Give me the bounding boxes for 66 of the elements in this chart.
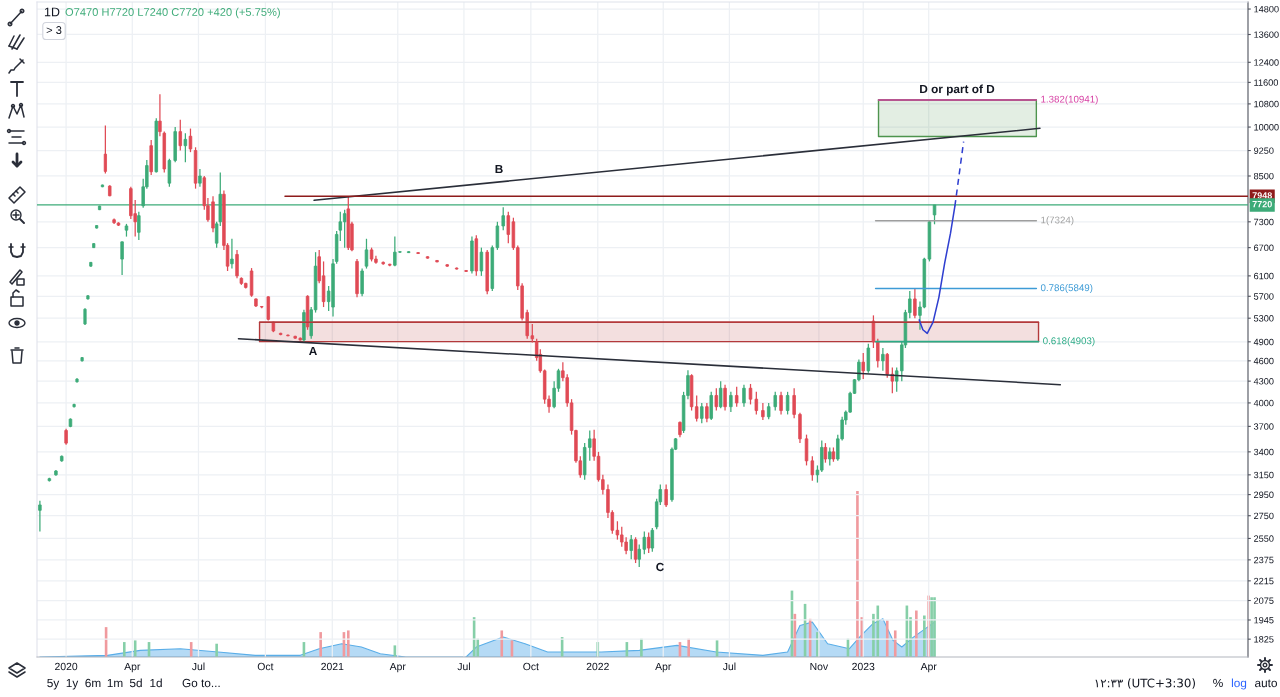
ref-line-label: 7720: [1252, 201, 1272, 208]
y-tick-label: 2375: [1254, 556, 1274, 564]
text: 1y: [66, 678, 79, 690]
x-tick-label: Jul: [722, 662, 736, 671]
y-tick-label: 2950: [1254, 491, 1274, 498]
x-tick-label: Apr: [920, 662, 937, 673]
data-label: 1.382(10941): [1041, 95, 1098, 105]
y-tick-label: 3700: [1253, 423, 1274, 430]
text: %: [1213, 678, 1223, 688]
y-tick-label: 10000: [1254, 123, 1279, 131]
text: 1d: [150, 678, 162, 688]
data-label: 0.786(5849): [1040, 283, 1093, 294]
x-tick-label: Jul: [457, 662, 470, 671]
y-tick-label: 14800: [1254, 5, 1279, 13]
data-label: 0.618(4903): [1043, 337, 1095, 347]
text: 1m: [107, 678, 123, 688]
x-tick-label: 2020: [55, 662, 78, 671]
y-tick-label: 4900: [1253, 338, 1274, 346]
chart-title: 1D: [44, 7, 60, 17]
data-label: 1(7324): [1041, 216, 1074, 226]
x-tick-label: 2022: [586, 662, 609, 671]
annotation: A: [309, 346, 317, 356]
y-tick-label: 10800: [1254, 100, 1279, 108]
text: log: [1231, 678, 1247, 690]
y-tick-label: 1825: [1254, 636, 1274, 643]
text: 6m: [85, 678, 101, 688]
y-tick-label: 6100: [1254, 272, 1274, 280]
text: Go to...: [182, 678, 220, 688]
y-tick-label: 13600: [1254, 31, 1279, 38]
y-tick-label: 5700: [1253, 293, 1274, 300]
x-tick-label: Oct: [523, 662, 539, 671]
y-tick-label: 8500: [1253, 172, 1274, 180]
x-tick-label: Jul: [191, 662, 205, 671]
text: ۱۲:۳۳ (UTC+3:30): [1095, 678, 1195, 689]
y-tick-label: 2750: [1254, 512, 1274, 520]
annotation: > 3: [46, 26, 62, 34]
data-label: 7948: [1252, 192, 1272, 199]
y-tick-label: 5300: [1253, 315, 1274, 322]
text: auto: [1255, 679, 1277, 688]
y-tick-label: 2075: [1254, 597, 1274, 604]
y-tick-label: 12400: [1254, 59, 1279, 66]
x-tick-label: Apr: [389, 662, 406, 673]
x-tick-label: Nov: [810, 662, 829, 671]
text: 5y: [47, 678, 60, 690]
y-tick-label: 11600: [1254, 79, 1279, 86]
annotation: B: [495, 164, 503, 174]
y-tick-label: 3400: [1253, 448, 1274, 456]
y-tick-label: 6700: [1254, 244, 1274, 252]
y-tick-label: 4000: [1253, 399, 1274, 407]
y-tick-label: 4600: [1253, 357, 1274, 365]
x-tick-label: 2023: [852, 662, 875, 671]
chart-subtitle: O7470 H7720 L7240 C7720 +420 (+5.75%): [65, 7, 280, 19]
y-tick-label: 3150: [1253, 471, 1274, 479]
text: 5d: [129, 678, 142, 688]
annotation: D or part of D: [920, 84, 995, 96]
x-tick-label: Apr: [655, 662, 672, 673]
y-tick-label: 2215: [1254, 577, 1274, 585]
x-tick-label: Oct: [257, 662, 274, 671]
y-tick-label: 4300: [1253, 378, 1274, 385]
y-tick-label: 2550: [1254, 535, 1274, 542]
annotation: C: [656, 562, 664, 572]
y-tick-label: 9250: [1253, 147, 1274, 154]
x-tick-label: Apr: [124, 662, 141, 673]
y-tick-label: 1945: [1254, 616, 1274, 624]
y-tick-label: 7300: [1254, 218, 1274, 226]
x-tick-label: 2021: [321, 662, 344, 671]
